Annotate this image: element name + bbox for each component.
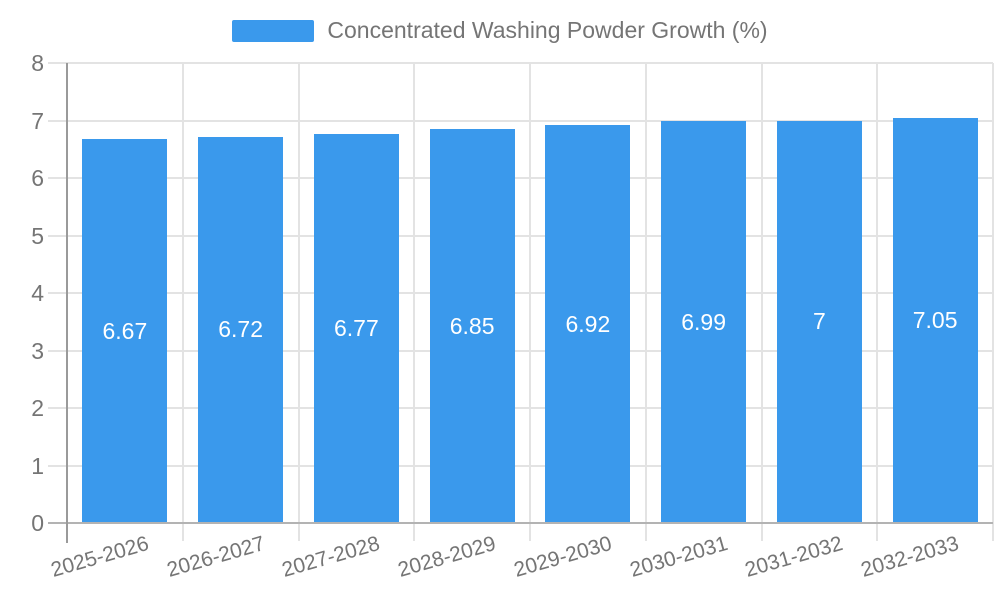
bar: 6.67	[82, 139, 168, 523]
bar-value-label: 6.85	[449, 312, 495, 339]
y-axis-tick-label: 4	[31, 280, 44, 306]
y-gridline	[48, 407, 993, 409]
y-axis-tick-label: 0	[31, 510, 44, 536]
y-axis-tick-label: 2	[31, 395, 44, 421]
category-gridline	[760, 63, 763, 541]
bar: 7	[776, 120, 862, 523]
category-gridline	[644, 63, 647, 541]
y-axis-tick-label: 8	[31, 50, 44, 76]
chart-legend[interactable]: Concentrated Washing Powder Growth (%)	[0, 17, 1000, 44]
x-axis-baseline	[48, 522, 993, 524]
y-axis-tick-label: 3	[31, 337, 44, 364]
category-gridline	[992, 63, 994, 541]
y-axis-tick-label: 7	[31, 107, 44, 134]
y-gridline	[48, 349, 993, 352]
y-axis-line	[66, 63, 68, 543]
category-gridline	[181, 63, 184, 541]
bar-value-label: 6.99	[681, 308, 726, 335]
legend-color-swatch	[232, 19, 315, 42]
y-axis-tick-label: 6	[31, 165, 44, 191]
bar-value-label: 6.72	[218, 316, 263, 343]
bar: 6.99	[661, 121, 747, 523]
y-gridline	[48, 119, 993, 122]
bar: 6.92	[545, 125, 631, 523]
category-gridline	[876, 63, 879, 541]
y-gridline	[48, 177, 993, 179]
bar-value-label: 6.92	[565, 310, 611, 337]
bar-value-label: 7.05	[912, 306, 958, 333]
bar: 6.72	[198, 136, 284, 523]
category-gridline	[297, 63, 300, 541]
y-axis-tick-label: 5	[31, 222, 44, 249]
y-gridline	[48, 292, 993, 294]
y-gridline	[48, 234, 993, 237]
bar: 7.05	[892, 117, 978, 523]
y-gridline	[48, 464, 993, 467]
bar: 6.77	[313, 133, 399, 523]
category-gridline	[529, 63, 531, 541]
category-gridline	[413, 63, 416, 541]
bar-value-label: 7	[812, 308, 826, 335]
bar-value-label: 6.77	[333, 314, 379, 341]
bar: 6.85	[429, 129, 515, 523]
y-axis-tick-label: 1	[31, 452, 44, 479]
bar-value-label: 6.67	[102, 317, 148, 344]
y-gridline	[48, 62, 993, 64]
legend-label: Concentrated Washing Powder Growth (%)	[327, 17, 768, 43]
